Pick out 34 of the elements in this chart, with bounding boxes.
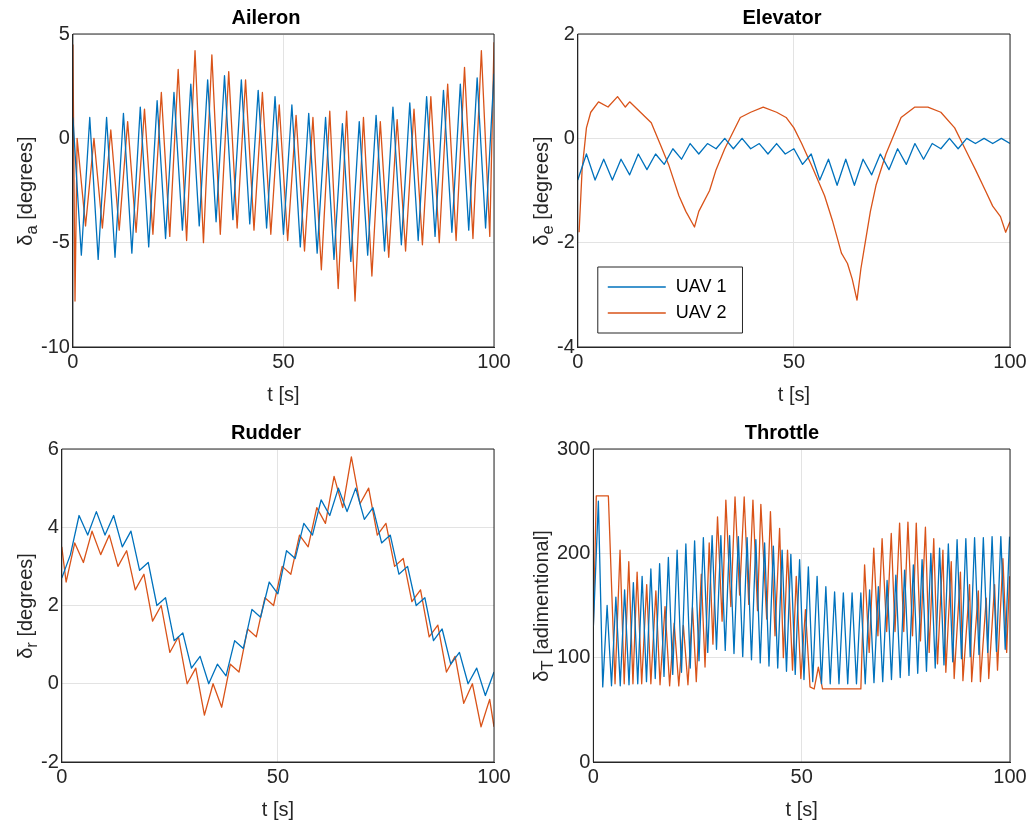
y-tick-label: 5: [58, 21, 70, 44]
x-tick-label: 100: [993, 349, 1027, 372]
legend-label: UAV 2: [675, 301, 727, 322]
y-tick-label: 100: [556, 645, 591, 668]
x-axis-title: t [s]: [261, 797, 295, 820]
x-tick-label: 100: [993, 764, 1027, 787]
x-tick-label: 50: [782, 349, 806, 372]
y-tick-label: 0: [47, 671, 59, 694]
x-tick-label: 100: [477, 764, 511, 787]
chart-title: Rudder: [231, 420, 302, 443]
y-tick-label: -5: [52, 230, 70, 253]
x-axis-title: t [s]: [267, 382, 300, 405]
y-tick-label: -4: [556, 334, 575, 357]
x-axis-title: t [s]: [785, 797, 818, 820]
legend-label: UAV 1: [675, 275, 727, 296]
y-tick-label: 2: [563, 21, 575, 44]
chart-title: Throttle: [744, 420, 820, 443]
y-tick-label: 0: [563, 125, 575, 148]
y-tick-label: 200: [556, 540, 591, 563]
x-tick-label: 50: [266, 764, 290, 787]
y-tick-label: 300: [556, 436, 591, 459]
y-tick-label: -2: [556, 230, 575, 253]
y-tick-label: 0: [58, 125, 70, 148]
y-tick-label: 6: [47, 436, 59, 459]
chart-title: Elevator: [742, 5, 822, 28]
x-tick-label: 100: [477, 349, 511, 372]
x-axis-title: t [s]: [777, 382, 811, 405]
y-tick-label: -10: [41, 334, 70, 357]
y-tick-label: -2: [40, 749, 59, 772]
x-tick-label: 50: [790, 764, 813, 787]
y-tick-label: 2: [47, 593, 59, 616]
y-tick-label: 4: [47, 514, 59, 537]
chart-title: Aileron: [231, 5, 301, 28]
x-tick-label: 50: [272, 349, 295, 372]
